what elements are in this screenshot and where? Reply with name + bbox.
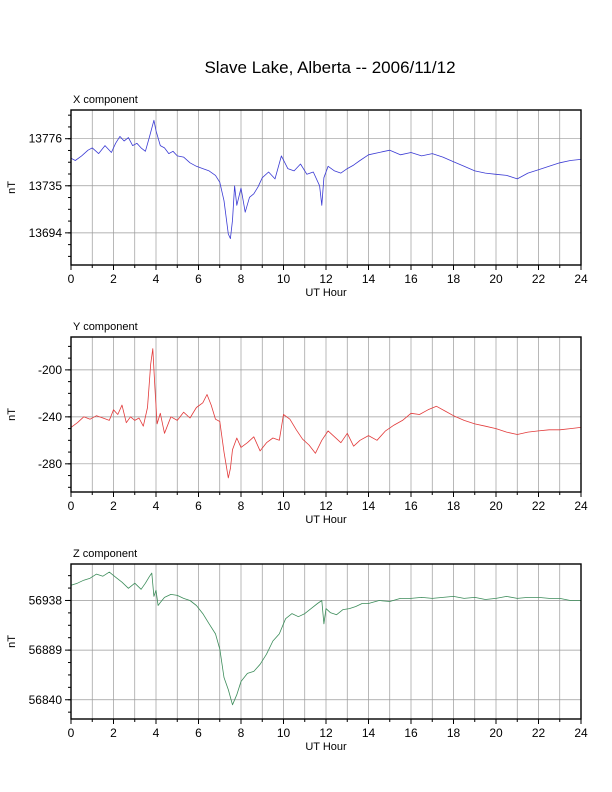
- x-x-tick-label: 20: [489, 272, 503, 286]
- z-x-tick-label: 14: [362, 726, 376, 740]
- page-title: Slave Lake, Alberta -- 2006/11/12: [204, 58, 456, 77]
- x-x-tick-label: 4: [153, 272, 160, 286]
- x-series-line: [70, 119, 582, 240]
- x-x-tick-label: 0: [68, 272, 75, 286]
- z-x-tick-label: 4: [153, 726, 160, 740]
- x-x-tick-label: 16: [404, 272, 418, 286]
- x-x-tick-label: 6: [195, 272, 202, 286]
- z-series-line: [70, 571, 581, 706]
- x-x-tick-label: 8: [238, 272, 245, 286]
- x-y-tick-label: 13694: [29, 226, 63, 240]
- x-x-tick-label: 10: [277, 272, 291, 286]
- z-x-tick-label: 6: [195, 726, 202, 740]
- z-component-title: Z component: [73, 548, 137, 560]
- z-y-tick-label: 56938: [29, 593, 63, 607]
- x-x-tick-label: 24: [574, 272, 588, 286]
- x-component-title: X component: [73, 94, 138, 106]
- y-series-line: [70, 348, 582, 479]
- x-y-tick-label: 13776: [29, 132, 63, 146]
- x-x-tick-label: 18: [447, 272, 461, 286]
- z-x-tick-label: 2: [110, 726, 117, 740]
- y-y-tick-label: -240: [38, 410, 62, 424]
- x-y-axis-label: nT: [6, 181, 18, 194]
- x-x-tick-label: 12: [319, 272, 333, 286]
- y-x-tick-label: 16: [404, 499, 418, 513]
- z-y-tick-label: 56889: [29, 643, 63, 657]
- y-x-tick-label: 6: [195, 499, 202, 513]
- z-y-axis-label: nT: [6, 635, 18, 648]
- y-y-tick-label: -280: [38, 457, 62, 471]
- y-x-axis-label: UT Hour: [305, 514, 347, 526]
- z-x-tick-label: 20: [489, 726, 503, 740]
- y-y-axis-label: nT: [6, 408, 18, 421]
- z-x-tick-label: 8: [238, 726, 245, 740]
- z-x-tick-label: 0: [68, 726, 75, 740]
- y-x-tick-label: 2: [110, 499, 117, 513]
- y-x-tick-label: 0: [68, 499, 75, 513]
- z-x-tick-label: 24: [574, 726, 588, 740]
- y-x-tick-label: 12: [319, 499, 333, 513]
- y-x-tick-label: 24: [574, 499, 588, 513]
- y-x-tick-label: 14: [362, 499, 376, 513]
- y-x-tick-label: 4: [153, 499, 160, 513]
- x-x-tick-label: 14: [362, 272, 376, 286]
- z-x-tick-label: 12: [319, 726, 333, 740]
- z-x-tick-label: 16: [404, 726, 418, 740]
- y-x-tick-label: 20: [489, 499, 503, 513]
- z-x-tick-label: 10: [277, 726, 291, 740]
- y-y-tick-label: -200: [38, 363, 62, 377]
- z-x-tick-label: 18: [447, 726, 461, 740]
- y-x-tick-label: 10: [277, 499, 291, 513]
- z-y-tick-label: 56840: [29, 693, 63, 707]
- y-component-title: Y component: [73, 321, 138, 333]
- z-x-tick-label: 22: [532, 726, 546, 740]
- y-x-tick-label: 8: [238, 499, 245, 513]
- z-x-axis-label: UT Hour: [305, 741, 347, 753]
- x-x-axis-label: UT Hour: [305, 287, 347, 299]
- x-x-tick-label: 22: [532, 272, 546, 286]
- y-x-tick-label: 18: [447, 499, 461, 513]
- x-y-tick-label: 13735: [29, 179, 63, 193]
- y-x-tick-label: 22: [532, 499, 546, 513]
- x-x-tick-label: 2: [110, 272, 117, 286]
